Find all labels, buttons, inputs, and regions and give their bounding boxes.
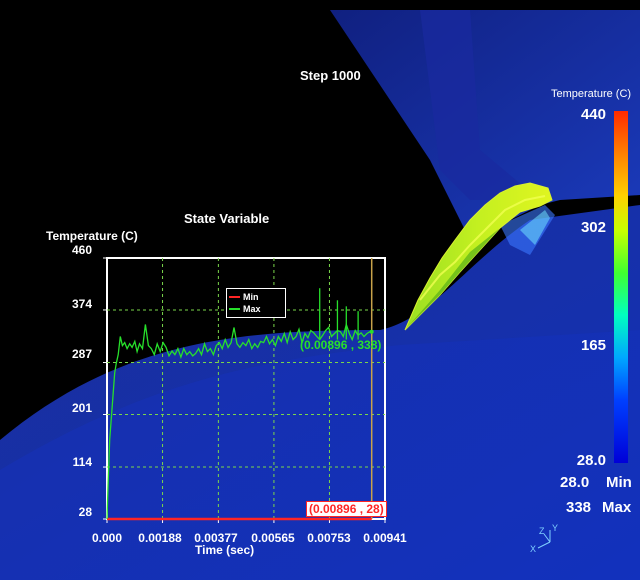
max-value: 338 xyxy=(566,499,592,516)
max-value-readout: (0.00896 , 338) xyxy=(300,338,382,352)
y-tick-label: 28 xyxy=(78,505,92,519)
axis-z-label: Z xyxy=(539,526,545,536)
tool-face xyxy=(420,10,540,200)
x-tick-label: 0.00941 xyxy=(363,531,407,545)
axis-triad-icon: X Y Z xyxy=(530,524,558,554)
min-value-readout: (0.00896 , 28) xyxy=(306,501,387,517)
max-label: Max xyxy=(602,499,632,516)
axis-x-label: X xyxy=(530,544,536,554)
x-axis-title: Time (sec) xyxy=(195,543,255,557)
chip-shadow xyxy=(405,228,500,330)
legend-label-min: Min xyxy=(243,292,259,302)
x-tick-label: 0.00565 xyxy=(251,531,295,545)
tool-surface xyxy=(330,10,640,240)
colorbar-tick: 302 xyxy=(580,219,606,236)
y-axis-title: Temperature (C) xyxy=(46,229,138,243)
y-tick-label: 201 xyxy=(71,401,92,415)
y-tick-label: 114 xyxy=(72,455,92,469)
colorbar-tick: 165 xyxy=(580,337,606,354)
min-value: 28.0 xyxy=(560,474,590,491)
temperature-colorbar xyxy=(614,111,628,463)
series-line-max xyxy=(106,322,372,520)
x-tick-label: 0.00377 xyxy=(194,531,238,545)
y-tick-label: 374 xyxy=(71,297,92,311)
heat-zone-core xyxy=(520,210,550,245)
chart-legend: Min Max xyxy=(226,288,286,318)
x-tick-label: 0.000 xyxy=(91,531,123,545)
legend-swatch-min xyxy=(229,296,240,298)
x-tick-label: 0.00188 xyxy=(138,531,182,545)
colorbar-title: Temperature (C) xyxy=(551,88,632,100)
chip-ridge xyxy=(419,195,546,301)
y-tick-label: 460 xyxy=(71,243,92,257)
colorbar-tick: 28.0 xyxy=(576,452,606,469)
chart-title: State Variable xyxy=(184,211,270,226)
legend-label-max: Max xyxy=(243,304,261,314)
axis-y-label: Y xyxy=(552,524,558,533)
step-label: Step 1000 xyxy=(300,68,361,83)
workpiece-shade xyxy=(0,330,640,580)
max-cursor-marker xyxy=(369,329,374,334)
workpiece-surface xyxy=(0,205,640,580)
min-label: Min xyxy=(606,474,632,491)
legend-swatch-max xyxy=(229,308,240,310)
colorbar-tick: 440 xyxy=(580,106,606,123)
x-tick-label: 0.00753 xyxy=(307,531,351,545)
y-tick-label: 287 xyxy=(71,347,92,361)
